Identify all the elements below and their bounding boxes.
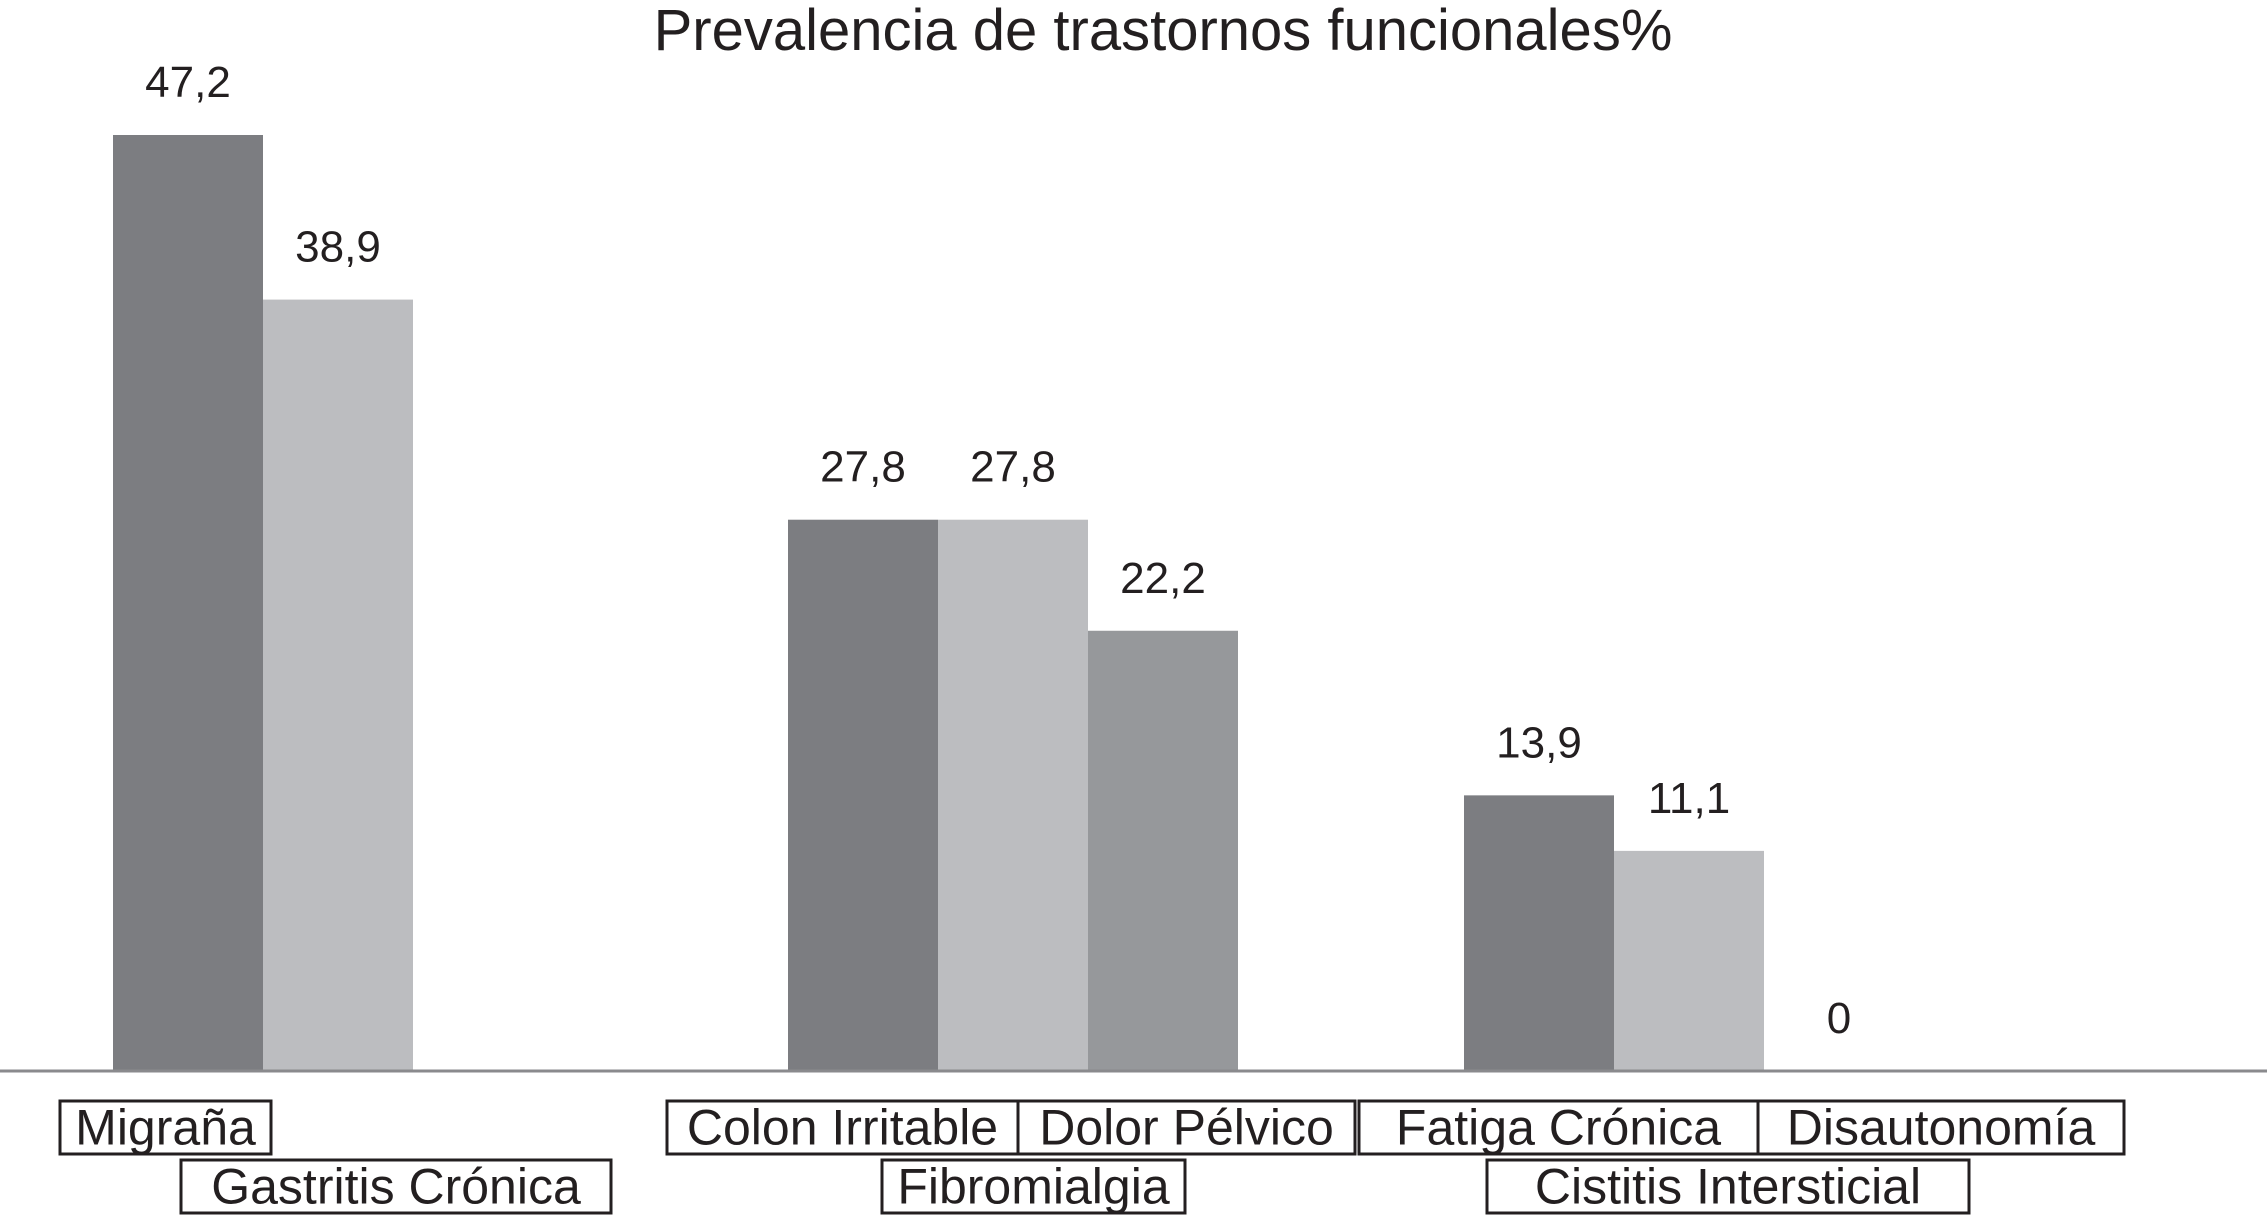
bar-cistitis-intersticial xyxy=(1614,850,1764,1071)
category-box-dolor-pelvico xyxy=(1016,1099,1357,1156)
category-label-cistitis-intersticial: Cistitis Intersticial xyxy=(1535,1159,1921,1215)
category-label-fibromialgia: Fibromialgia xyxy=(897,1159,1170,1215)
bar-dolor-pelvico xyxy=(1088,630,1238,1071)
value-label-migrana: 47,2 xyxy=(145,58,231,107)
category-box-migrana xyxy=(58,1099,273,1156)
category-label-dolor-pelvico: Dolor Pélvico xyxy=(1039,1100,1334,1156)
category-label-fatiga-cronica: Fatiga Crónica xyxy=(1396,1100,1721,1156)
category-label-disautonomia: Disautonomía xyxy=(1787,1100,2096,1156)
chart-title: Prevalencia de trastornos funcionales% xyxy=(654,0,1673,63)
value-label-dolor-pelvico: 22,2 xyxy=(1120,554,1206,603)
bar-colon-irritable xyxy=(788,519,938,1071)
category-label-colon-irritable: Colon Irritable xyxy=(687,1100,998,1156)
bar-fatiga-cronica xyxy=(1464,795,1614,1071)
category-box-disautonomia xyxy=(1756,1099,2126,1156)
bar-fibromialgia xyxy=(938,519,1088,1071)
value-label-fibromialgia: 27,8 xyxy=(970,443,1056,492)
value-label-fatiga-cronica: 13,9 xyxy=(1496,718,1582,767)
value-labels-layer: 47,2 38,9 27,8 27,8 22,2 13,9 11,1 0 xyxy=(145,58,1851,1043)
value-label-colon-irritable: 27,8 xyxy=(820,443,906,492)
category-box-gastritis-cronica xyxy=(179,1158,613,1215)
category-label-migrana: Migraña xyxy=(75,1100,256,1156)
value-label-cistitis-intersticial: 11,1 xyxy=(1648,774,1730,823)
category-box-fibromialgia xyxy=(880,1158,1187,1215)
category-box-cistitis-intersticial xyxy=(1485,1158,1971,1215)
value-label-gastritis-cronica: 38,9 xyxy=(295,223,381,272)
category-label-gastritis-cronica: Gastritis Crónica xyxy=(211,1159,581,1215)
bar-gastritis-cronica xyxy=(263,299,413,1071)
bar-migrana xyxy=(113,135,263,1071)
bars-layer xyxy=(113,135,1764,1071)
value-label-disautonomia: 0 xyxy=(1827,994,1851,1043)
